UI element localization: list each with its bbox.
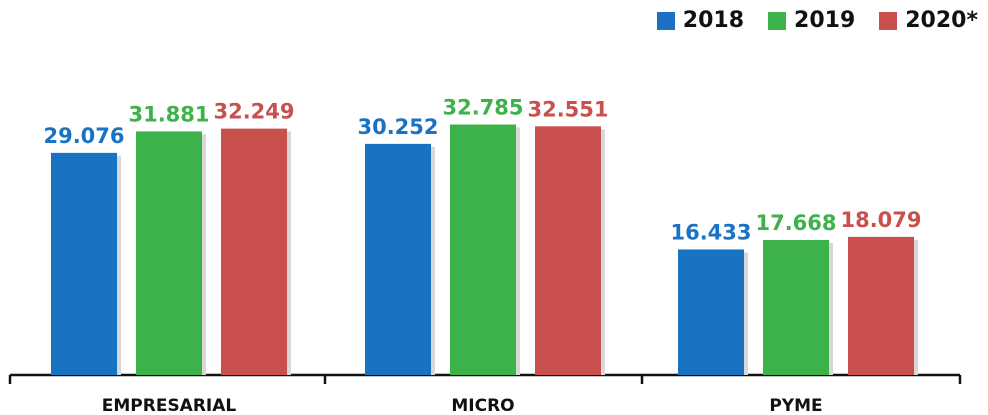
category-label: PYME <box>769 396 822 415</box>
category-label: MICRO <box>451 396 514 415</box>
data-label: 32.785 <box>442 96 523 120</box>
legend-swatch-2018 <box>656 11 675 30</box>
bar-2018-empresarial <box>51 152 117 375</box>
data-label: 17.668 <box>755 211 836 235</box>
data-label: 16.433 <box>670 220 751 244</box>
data-label: 29.076 <box>43 124 124 148</box>
legend: 2018 2019 2020* <box>656 8 978 33</box>
bar-2019-pyme <box>763 240 829 375</box>
legend-item-2018: 2018 <box>656 8 745 33</box>
data-label: 18.079 <box>840 208 921 232</box>
legend-item-2020: 2020* <box>879 8 978 33</box>
legend-item-2019: 2019 <box>768 8 855 33</box>
legend-label-2020: 2020* <box>905 8 978 33</box>
bar-2019-micro <box>450 124 516 375</box>
bar-2018-pyme <box>678 249 744 375</box>
legend-label-2018: 2018 <box>682 8 745 33</box>
data-label: 32.551 <box>527 97 608 121</box>
data-label: 30.252 <box>357 115 438 139</box>
bar-2020-pyme <box>848 236 914 375</box>
data-label: 32.249 <box>213 100 294 124</box>
legend-swatch-2019 <box>768 11 787 30</box>
legend-label-2019: 2019 <box>794 8 856 33</box>
legend-swatch-2020 <box>879 11 898 30</box>
bar-2018-micro <box>365 143 431 375</box>
category-label: EMPRESARIAL <box>102 396 237 415</box>
bar-2019-empresarial <box>136 131 202 375</box>
bar-2020-empresarial <box>221 128 287 375</box>
bar-2020-micro <box>535 126 601 375</box>
data-label: 31.881 <box>128 102 209 126</box>
